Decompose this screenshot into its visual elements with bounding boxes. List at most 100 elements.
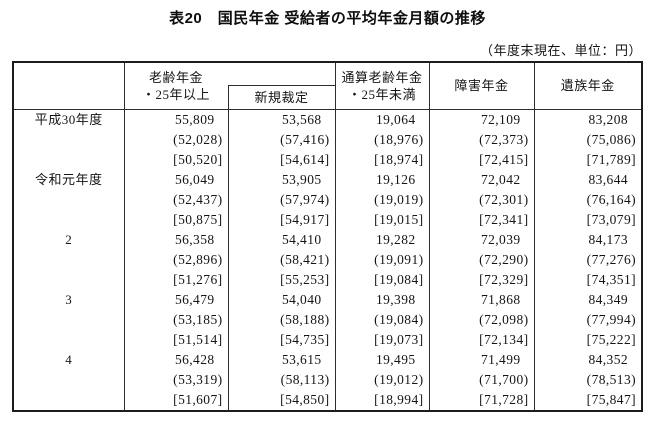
value-cell: 72,109: [428, 109, 535, 130]
value-cell: (19,091): [334, 249, 430, 270]
value-cell: [71,728]: [428, 389, 535, 411]
value-cell: 83,208: [533, 109, 643, 130]
value-cell: [51,276]: [123, 269, 229, 290]
value-cell: [18,974]: [334, 149, 430, 170]
value-cell: (52,437): [123, 189, 229, 210]
table-row: (52,896) (58,421) (19,091) (72,290) (77,276): [13, 249, 643, 270]
value-cell: [72,341]: [428, 209, 535, 230]
table-row: [50,875] [54,917] [19,015] [72,341] [73,079]: [13, 209, 643, 230]
table-row: [50,520] [54,614] [18,974] [72,415] [71,789]: [13, 149, 643, 170]
value-cell: (19,084): [334, 309, 430, 330]
value-cell: [75,222]: [533, 329, 643, 350]
table-row: 令和元年度 56,049 53,905 19,126 72,042 83,644: [12, 169, 643, 230]
header-row: 老齢年金 ・25年以上 新規裁定 通算老齢年金 ・25年未満 障害年金 遺族年金: [12, 61, 643, 110]
value-cell: [73,079]: [533, 209, 643, 230]
value-cell: (72,301): [428, 189, 535, 210]
value-cell: (18,976): [334, 129, 430, 150]
value-cell: (58,113): [227, 369, 336, 390]
value-cell: (58,188): [227, 309, 336, 330]
table-row: (53,319) (58,113) (19,012) (71,700) (78,513): [13, 369, 643, 390]
table-row: (52,437) (57,974) (19,019) (72,301) (76,164): [13, 189, 643, 210]
value-cell: 54,040: [227, 289, 336, 310]
value-cell: [51,514]: [123, 329, 229, 350]
header-survivors: 遺族年金: [533, 61, 643, 110]
value-cell: (77,994): [533, 309, 643, 330]
value-cell: (57,416): [227, 129, 336, 150]
value-cell: [72,134]: [428, 329, 535, 350]
value-cell: 72,039: [428, 229, 535, 250]
header-old-age-line2: ・25年以上: [141, 86, 210, 102]
value-cell: (19,019): [334, 189, 430, 210]
value-cell: (52,896): [123, 249, 229, 270]
header-old-age-group: 老齢年金 ・25年以上 新規裁定: [123, 61, 336, 110]
row-label: 3: [12, 289, 125, 350]
value-cell: 19,282: [334, 229, 430, 250]
value-cell: [54,850]: [227, 389, 336, 411]
value-cell: [19,015]: [334, 209, 430, 230]
value-cell: 56,428: [123, 349, 229, 370]
value-cell: (76,164): [533, 189, 643, 210]
table-row: 3 56,479 54,040 19,398 71,868 84,349: [12, 289, 643, 350]
value-cell: 84,173: [533, 229, 643, 250]
value-cell: (78,513): [533, 369, 643, 390]
value-cell: 19,398: [334, 289, 430, 310]
header-old-age-pension: 老齢年金 ・25年以上: [125, 63, 228, 109]
value-cell: 84,352: [533, 349, 643, 370]
value-cell: 19,126: [334, 169, 430, 190]
value-cell: [19,084]: [334, 269, 430, 290]
value-cell: [51,607]: [123, 389, 229, 411]
header-combined-line1: 通算老齢年金: [341, 69, 423, 85]
header-empty-cell: [12, 61, 125, 110]
value-cell: (52,028): [123, 129, 229, 150]
value-cell: 71,868: [428, 289, 535, 310]
value-cell: [19,073]: [334, 329, 430, 350]
value-cell: 84,349: [533, 289, 643, 310]
value-cell: [71,789]: [533, 149, 643, 170]
value-cell: 71,499: [428, 349, 535, 370]
value-cell: [54,917]: [227, 209, 336, 230]
row-label: 4: [12, 349, 125, 411]
value-cell: [50,520]: [123, 149, 229, 170]
value-cell: [50,875]: [123, 209, 229, 230]
header-old-age-line1: 老齢年金: [148, 69, 203, 85]
value-cell: [55,253]: [227, 269, 336, 290]
value-cell: (77,276): [533, 249, 643, 270]
value-cell: (72,290): [428, 249, 535, 270]
value-cell: 55,809: [123, 109, 229, 130]
header-disability: 障害年金: [428, 61, 535, 110]
value-cell: 53,905: [227, 169, 336, 190]
table-row: [51,276] [55,253] [19,084] [72,329] [74,351]: [13, 269, 643, 290]
row-label: 令和元年度: [12, 169, 125, 230]
value-cell: 56,358: [123, 229, 229, 250]
value-cell: [54,735]: [227, 329, 336, 350]
value-cell: 53,568: [227, 109, 336, 130]
value-cell: (53,185): [123, 309, 229, 330]
value-cell: 56,049: [123, 169, 229, 190]
header-combined-line2: ・25年未満: [347, 86, 416, 102]
value-cell: (58,421): [227, 249, 336, 270]
value-cell: [72,415]: [428, 149, 535, 170]
unit-note: （年度末現在、単位：円）: [479, 43, 642, 58]
value-cell: (53,319): [123, 369, 229, 390]
table-row: [51,514] [54,735] [19,073] [72,134] [75,222]: [13, 329, 643, 350]
value-cell: 83,644: [533, 169, 643, 190]
table-row: [51,607] [54,850] [18,994] [71,728] [75,847]: [13, 389, 643, 411]
value-cell: (19,012): [334, 369, 430, 390]
value-cell: 72,042: [428, 169, 535, 190]
header-new-award: 新規裁定: [227, 84, 335, 109]
value-cell: 54,410: [227, 229, 336, 250]
value-cell: [54,614]: [227, 149, 336, 170]
header-new-award-label: 新規裁定: [254, 89, 309, 105]
value-cell: [18,994]: [334, 389, 430, 411]
table-row: (53,185) (58,188) (19,084) (72,098) (77,994): [13, 309, 643, 330]
header-combined-old-age: 通算老齢年金 ・25年未満: [334, 61, 430, 110]
table-row: (52,028) (57,416) (18,976) (72,373) (75,086): [13, 129, 643, 150]
value-cell: [75,847]: [533, 389, 643, 411]
pension-table: 老齢年金 ・25年以上 新規裁定 通算老齢年金 ・25年未満 障害年金 遺族年金…: [12, 61, 643, 412]
value-cell: 56,479: [123, 289, 229, 310]
value-cell: (72,373): [428, 129, 535, 150]
row-label: 平成30年度: [12, 109, 125, 170]
value-cell: 19,495: [334, 349, 430, 370]
value-cell: [72,329]: [428, 269, 535, 290]
value-cell: [74,351]: [533, 269, 643, 290]
